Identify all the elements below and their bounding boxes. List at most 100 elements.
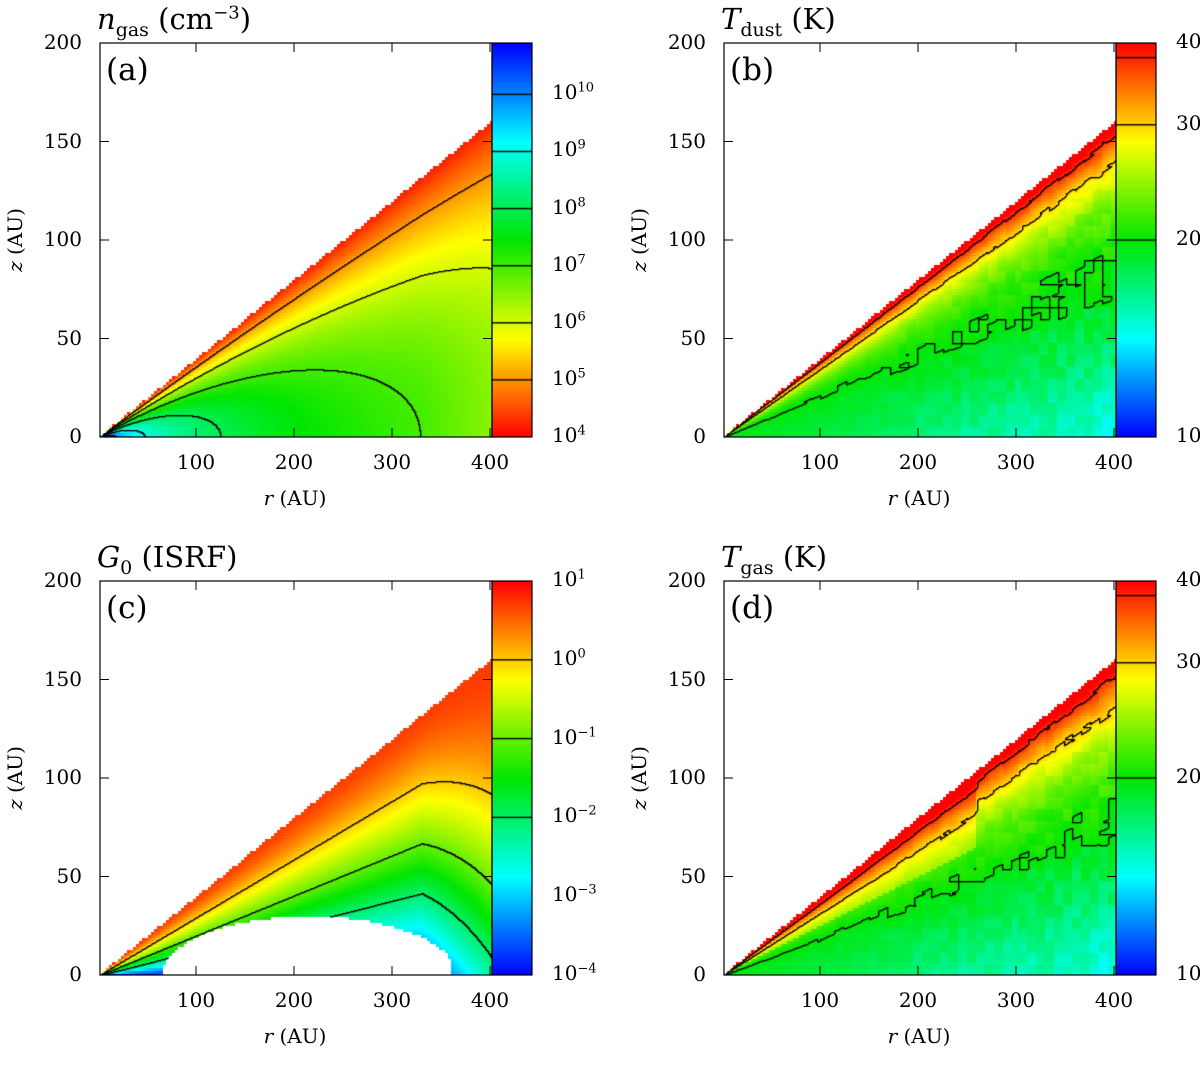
- y-tick-label: 100: [667, 765, 706, 789]
- x-tick-label: 200: [898, 988, 938, 1012]
- tick-base: 10: [552, 194, 578, 219]
- tick-base: 10: [552, 251, 578, 276]
- y-tick-label: 100: [667, 227, 706, 251]
- colorbar: [1116, 581, 1156, 975]
- y-tick-label: 150: [43, 128, 82, 153]
- x-axis-unit: (AU): [279, 1024, 327, 1048]
- colorbar-border: [1115, 580, 1157, 976]
- colorbar-tick-label: 107: [552, 252, 586, 276]
- y-tick-label: 100: [43, 227, 82, 251]
- y-tick-label: 0: [693, 962, 706, 986]
- title-symbol: T: [721, 2, 741, 36]
- title-unit: (K): [791, 2, 836, 36]
- x-axis-var: r: [263, 486, 274, 510]
- colorbar-tick-label: 104: [552, 423, 586, 447]
- tick-exponent: 1: [577, 567, 586, 583]
- tick-base: 300: [1176, 648, 1200, 673]
- tick-exponent: −4: [577, 961, 597, 977]
- title-subscript: gas: [115, 18, 149, 41]
- colorbar-tick-label: 10: [1176, 961, 1200, 985]
- tick-base: 10: [552, 80, 578, 105]
- y-tick-label: 0: [69, 424, 82, 448]
- x-axis-label: r (AU): [869, 486, 969, 510]
- colorbar-tick-label: 40: [1176, 29, 1200, 53]
- tick-base: 40: [1176, 567, 1200, 591]
- x-axis-unit: (AU): [903, 486, 951, 510]
- tick-exponent: 10: [577, 80, 594, 96]
- tick-base: 10: [552, 365, 578, 390]
- colorbar-tick-label: 10−1: [552, 725, 597, 749]
- title-subscript: dust: [740, 18, 783, 41]
- y-tick-label: 0: [693, 424, 706, 448]
- title-symbol: G: [97, 540, 121, 574]
- heatmap: [100, 43, 492, 437]
- panel-d-gas-temperature: Tgas (K) (d) r (AU) z (AU) 0 50 100 150 200 10…: [624, 538, 1200, 1076]
- tick-base: 10: [552, 308, 578, 333]
- x-tick-label: 200: [274, 988, 314, 1012]
- y-tick-label: 50: [680, 863, 706, 888]
- colorbar-tick-label: 105: [552, 366, 586, 390]
- tick-base: 10: [1176, 423, 1200, 447]
- x-tick-label: 400: [470, 988, 510, 1012]
- y-tick-label: 50: [56, 863, 82, 888]
- colorbar: [492, 43, 532, 437]
- y-tick-label: 200: [667, 568, 706, 592]
- title-unit-exponent: −3: [213, 2, 240, 24]
- x-axis-var: r: [887, 1024, 898, 1048]
- tick-exponent: 9: [577, 137, 586, 153]
- colorbar-border: [491, 580, 533, 976]
- plot-border: [99, 580, 493, 976]
- title-symbol: n: [97, 2, 116, 36]
- x-tick-label: 300: [372, 988, 412, 1012]
- colorbar-tick-label: 106: [552, 309, 586, 333]
- colorbar-tick-label: 101: [552, 567, 586, 591]
- axes-frame: [723, 42, 1157, 438]
- y-tick-label: 0: [69, 962, 82, 986]
- colorbar-tick-label: 10−3: [552, 882, 597, 906]
- tick-exponent: 7: [577, 252, 586, 268]
- tick-base: 20: [1176, 226, 1200, 250]
- heatmap: [724, 581, 1116, 975]
- y-tick-label: 100: [43, 765, 82, 789]
- title-symbol: T: [721, 540, 741, 574]
- panel-label: (d): [730, 590, 775, 626]
- colorbar-tick-label: 10: [1176, 423, 1200, 447]
- x-tick-label: 300: [996, 988, 1036, 1012]
- x-tick-label: 400: [1094, 450, 1134, 474]
- x-axis-label: r (AU): [869, 1024, 969, 1048]
- plot-border: [99, 42, 493, 438]
- heatmap: [724, 43, 1116, 437]
- tick-base: 20: [1176, 764, 1200, 788]
- colorbar-tick-label: 10−4: [552, 961, 597, 985]
- x-tick-label: 300: [996, 450, 1036, 474]
- x-tick-label: 400: [1094, 988, 1134, 1012]
- tick-base: 10: [1176, 961, 1200, 985]
- y-axis-var: z: [3, 261, 27, 272]
- colorbar-tick-label: 20: [1176, 764, 1200, 788]
- y-tick-label: 200: [43, 30, 82, 54]
- plot-border: [723, 42, 1117, 438]
- tick-exponent: −2: [577, 803, 597, 819]
- x-axis-label: r (AU): [245, 486, 345, 510]
- x-axis-var: r: [887, 486, 898, 510]
- axes-frame: [99, 42, 533, 438]
- colorbar-tick-label: 1010: [552, 80, 594, 104]
- tick-base: 10: [552, 961, 578, 985]
- y-axis-var: z: [627, 799, 651, 810]
- tick-exponent: 8: [577, 194, 586, 210]
- title-subscript: 0: [120, 556, 133, 579]
- x-tick-label: 100: [176, 450, 216, 474]
- y-axis-var: z: [3, 799, 27, 810]
- tick-exponent: −3: [577, 882, 597, 898]
- colorbar-tick-label: 40: [1176, 567, 1200, 591]
- tick-base: 300: [1176, 110, 1200, 135]
- plot-border: [723, 580, 1117, 976]
- title-subscript: gas: [740, 556, 774, 579]
- tick-base: 10: [552, 137, 578, 162]
- panel-title: Tgas (K): [721, 540, 827, 579]
- colorbar-tick-label: 108: [552, 195, 586, 219]
- colorbar: [492, 581, 532, 975]
- x-tick-label: 300: [372, 450, 412, 474]
- y-tick-label: 150: [667, 128, 706, 153]
- tick-base: 10: [552, 803, 578, 828]
